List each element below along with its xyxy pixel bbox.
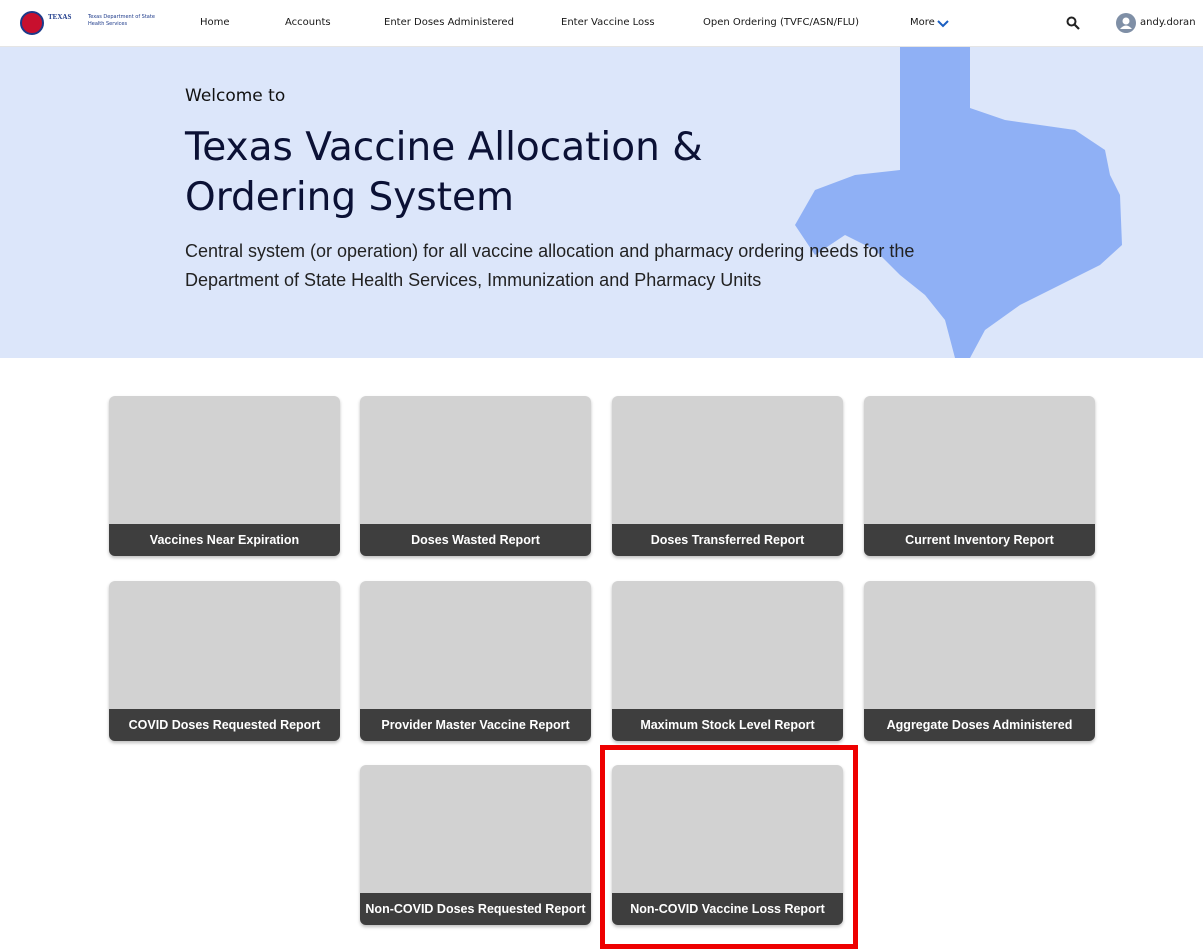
report-tile[interactable]: Vaccines Near Expiration [109, 396, 340, 556]
welcome-text: Welcome to [185, 86, 286, 106]
nav-bar: TEXAS Texas Department of State Health S… [0, 0, 1203, 47]
logo-subtext: Texas Department of State Health Service… [88, 14, 155, 27]
nav-link[interactable]: Enter Doses Administered [384, 17, 514, 28]
report-tile[interactable]: COVID Doses Requested Report [109, 581, 340, 741]
logo-seal [20, 11, 44, 35]
tile-label: Non-COVID Doses Requested Report [360, 893, 591, 925]
more-chevron [937, 20, 949, 28]
nav-link[interactable]: Accounts [285, 17, 331, 28]
hero-description: Central system (or operation) for all va… [185, 241, 915, 290]
logo[interactable]: TEXAS Texas Department of State Health S… [20, 11, 160, 35]
tile-label: Doses Transferred Report [612, 524, 843, 556]
report-tile[interactable]: Non-COVID Doses Requested Report [360, 765, 591, 925]
nav-link[interactable]: Open Ordering (TVFC/ASN/FLU) [703, 17, 859, 28]
tile-label: Aggregate Doses Administered [864, 709, 1095, 741]
report-tile[interactable]: Doses Transferred Report [612, 396, 843, 556]
tile-label: Current Inventory Report [864, 524, 1095, 556]
tile-label: COVID Doses Requested Report [109, 709, 340, 741]
hero-title: Texas Vaccine Allocation & Ordering Syst… [185, 123, 703, 223]
title-line: Ordering System [185, 175, 514, 220]
logo-text: TEXAS [48, 13, 72, 21]
report-tile[interactable]: Non-COVID Vaccine Loss Report [612, 765, 843, 925]
tile-label: Doses Wasted Report [360, 524, 591, 556]
nav-link[interactable]: Home [200, 17, 230, 28]
tile-label: Maximum Stock Level Report [612, 709, 843, 741]
avatar[interactable] [1116, 13, 1136, 33]
nav-link[interactable]: More [910, 17, 935, 28]
highlight-box [600, 745, 858, 949]
tile-label: Provider Master Vaccine Report [360, 709, 591, 741]
tile-label: Non-COVID Vaccine Loss Report [612, 893, 843, 925]
report-tile[interactable]: Maximum Stock Level Report [612, 581, 843, 741]
report-tile[interactable]: Doses Wasted Report [360, 396, 591, 556]
hero-banner: Welcome to Texas Vaccine Allocation & Or… [0, 47, 1203, 358]
report-tile[interactable]: Current Inventory Report [864, 396, 1095, 556]
nav-link[interactable]: Enter Vaccine Loss [561, 17, 655, 28]
report-tile[interactable]: Provider Master Vaccine Report [360, 581, 591, 741]
texas-map [795, 47, 1122, 358]
search-icon[interactable] [1066, 16, 1080, 30]
report-tile[interactable]: Aggregate Doses Administered [864, 581, 1095, 741]
user-name[interactable]: andy.doran [1140, 17, 1196, 28]
title-line: Texas Vaccine Allocation & [185, 125, 703, 170]
tile-label: Vaccines Near Expiration [109, 524, 340, 556]
